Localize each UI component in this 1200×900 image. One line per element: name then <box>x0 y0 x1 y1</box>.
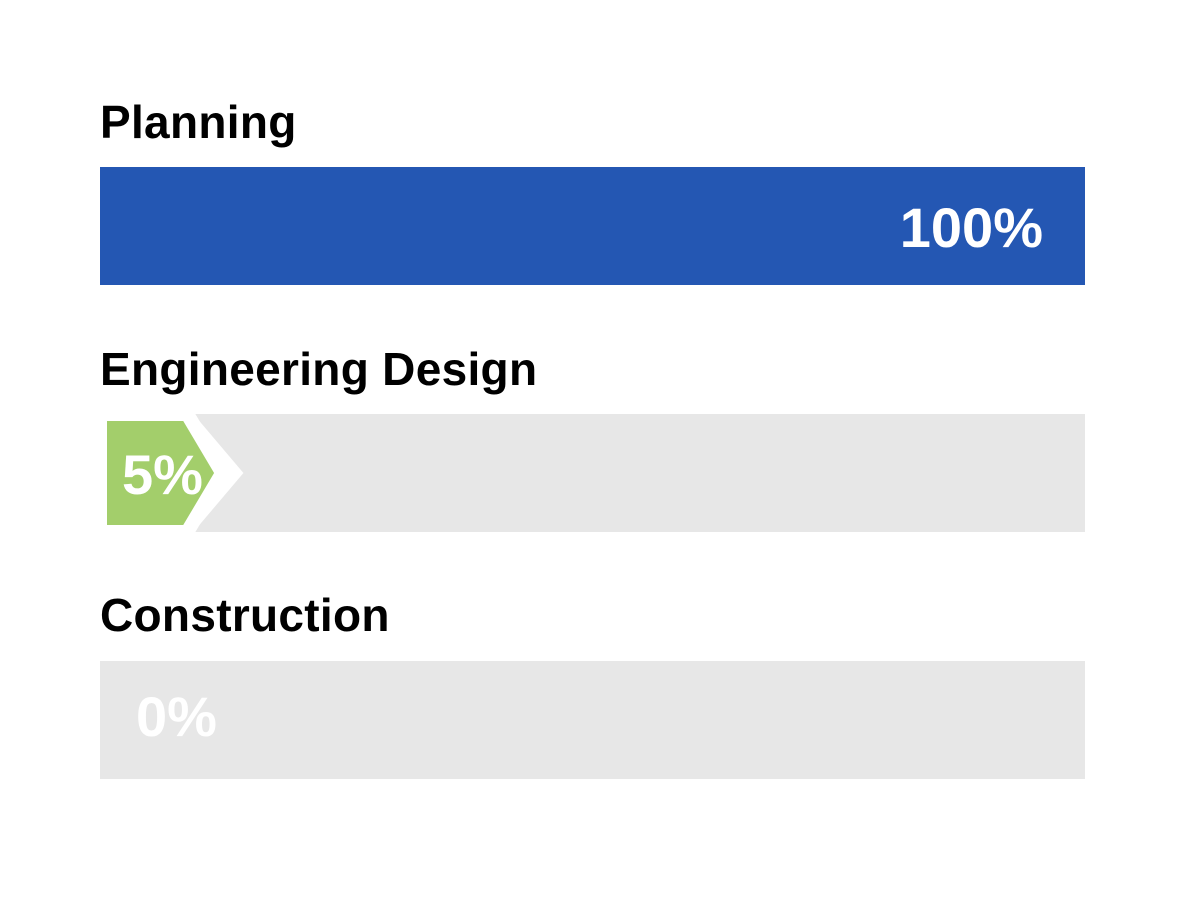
phase-label-planning: Planning <box>100 96 297 148</box>
progress-value-construction: 0% <box>136 685 217 748</box>
phase-label-engineering-design: Engineering Design <box>100 343 538 395</box>
progress-bar-planning <box>100 167 1085 285</box>
progress-track-engineering-design: 5% <box>93 407 1085 539</box>
phase-label-construction: Construction <box>100 589 390 641</box>
chevron-arrow-front <box>93 407 231 539</box>
progress-value-engineering-design: 5% <box>122 443 203 506</box>
progress-track-construction: 0% <box>100 661 1085 779</box>
progress-value-planning: 100% <box>899 196 1043 259</box>
progress-bar-engineering-design <box>93 407 244 539</box>
progress-track-planning: 100% <box>100 167 1085 285</box>
